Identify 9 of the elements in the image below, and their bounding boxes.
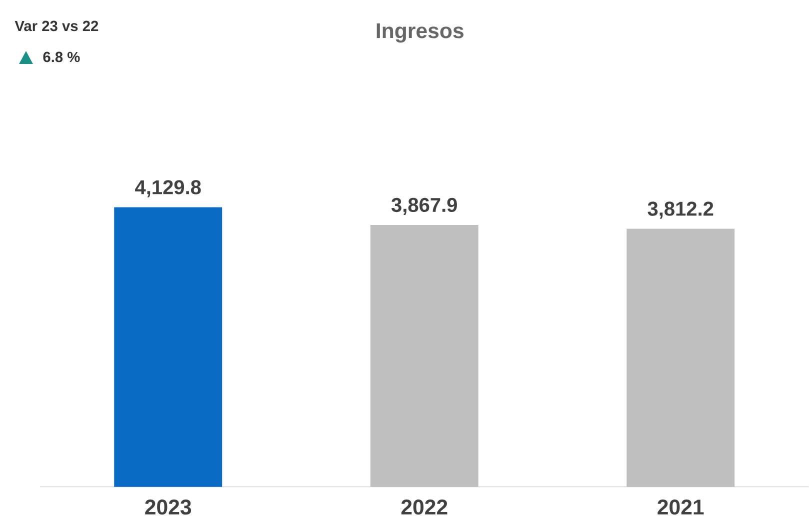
data-label: 3,812.2 (648, 202, 714, 219)
text: 6.8 % (43, 52, 80, 62)
x-tick-label: 2023 (145, 500, 192, 515)
x-tick-label: 2022 (401, 500, 448, 515)
x-tick-label: 2021 (658, 500, 704, 515)
chart-title: Ingresos (376, 23, 464, 43)
data-label: 3,867.9 (391, 198, 457, 216)
text: Var 23 vs 22 (14, 20, 98, 32)
data-label: 4,129.8 (135, 180, 201, 198)
